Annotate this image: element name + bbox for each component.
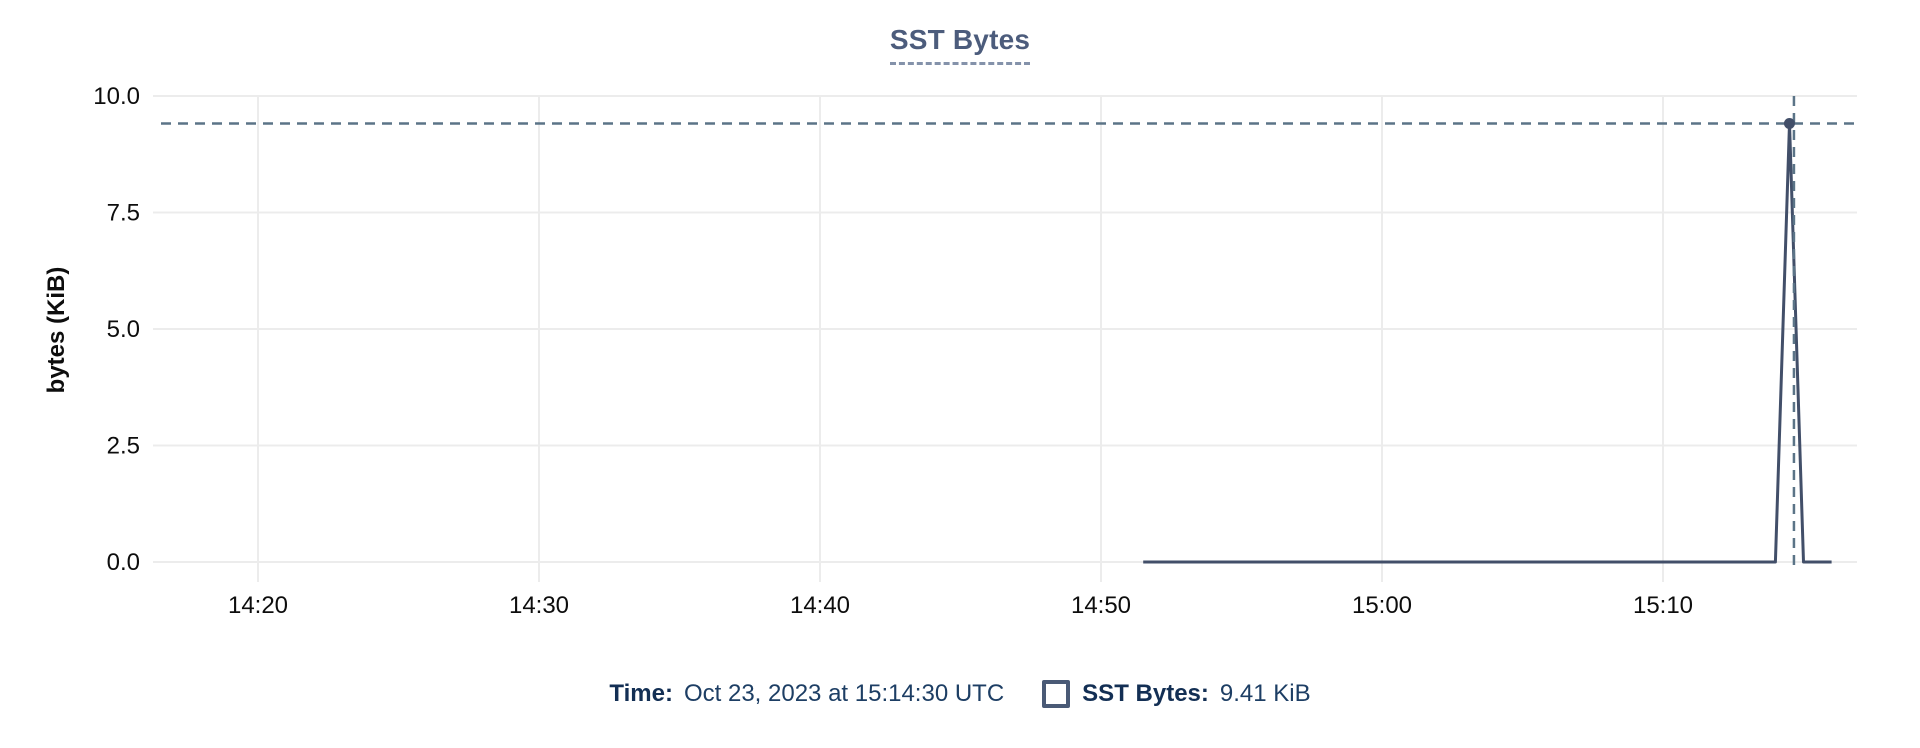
y-axis-title: bytes (KiB) — [43, 266, 70, 394]
y-tick-label: 2.5 — [107, 433, 140, 460]
y-tick-label: 10.0 — [93, 83, 140, 110]
legend-series-label: SST Bytes: — [1082, 680, 1209, 707]
legend-series-value: 9.41 KiB — [1219, 680, 1311, 707]
series-swatch-square-icon — [1042, 680, 1071, 708]
x-tick-label: 14:50 — [1071, 592, 1131, 619]
chart-title-row: SST Bytes — [0, 24, 1920, 65]
y-tick-label: 7.5 — [107, 200, 140, 227]
legend-time-value: Oct 23, 2023 at 15:14:30 UTC — [683, 680, 1005, 707]
y-tick-label: 5.0 — [107, 316, 140, 343]
y-tick-label: 0.0 — [107, 549, 140, 576]
x-tick-label: 15:00 — [1352, 592, 1412, 619]
chart-title[interactable]: SST Bytes — [889, 24, 1031, 65]
legend-time-label: Time: — [609, 680, 673, 707]
hovered-point-dot — [1783, 117, 1795, 129]
series-line-sst-bytes — [1143, 122, 1832, 564]
x-tick-label: 14:30 — [509, 592, 569, 619]
legend-item-sst-bytes[interactable]: SST Bytes: 9.41 KiB — [1042, 678, 1311, 710]
x-tick-label: 14:20 — [228, 592, 288, 619]
x-tick-label: 14:40 — [790, 592, 850, 619]
hover-legend: Time: Oct 23, 2023 at 15:14:30 UTC SST B… — [0, 678, 1920, 710]
x-tick-label: 15:10 — [1633, 592, 1693, 619]
